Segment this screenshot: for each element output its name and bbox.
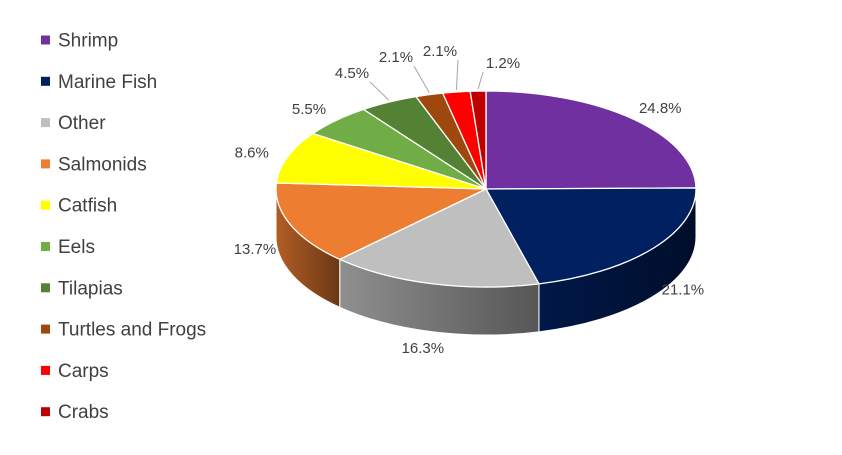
leader-line-carps [455, 59, 459, 91]
legend-swatch-catfish [41, 200, 50, 210]
legend-swatch-crabs [41, 407, 50, 417]
slice-marine-fish [485, 187, 697, 285]
leader-line-crabs [477, 71, 484, 90]
data-label-tilapias: 4.5% [335, 65, 369, 82]
legend: Shrimp Marine Fish Other Salmonids Catfish Ee… [41, 31, 206, 423]
leader-line-turtles-and-frogs [413, 65, 430, 93]
legend-swatch-shrimp [41, 35, 50, 45]
legend-label-other: Other [58, 113, 106, 134]
data-label-carps: 2.1% [423, 43, 457, 60]
data-label-marine-fish: 21.1% [662, 281, 705, 298]
legend-label-salmonids: Salmonids [58, 154, 147, 175]
slice-shrimp [485, 90, 697, 190]
legend-label-crabs: Crabs [58, 402, 109, 423]
legend-label-catfish: Catfish [58, 196, 117, 217]
leader-lines [369, 59, 484, 101]
leader-line-tilapias [369, 81, 390, 101]
data-labels: 24.8% 21.1% 16.3% 13.7% 8.6% 5.5% 4.5% 2.1% 2.1%… [234, 43, 705, 357]
data-label-eels: 5.5% [292, 101, 326, 118]
slice-catfish [275, 132, 487, 190]
data-label-salmonids: 13.7% [234, 241, 277, 258]
slice-other [339, 188, 540, 288]
data-label-catfish: 8.6% [235, 144, 269, 161]
legend-swatch-carps [41, 365, 50, 375]
slice-salmonids [275, 182, 487, 260]
data-label-other: 16.3% [402, 340, 445, 357]
legend-swatch-other [41, 118, 50, 128]
legend-swatch-eels [41, 242, 50, 251]
data-label-shrimp: 24.8% [639, 100, 682, 117]
legend-label-tilapias: Tilapias [58, 278, 123, 299]
data-label-crabs: 1.2% [486, 55, 520, 72]
pie-top [275, 90, 697, 288]
legend-swatch-turtles-and-frogs [41, 324, 50, 334]
legend-swatch-marine-fish [41, 76, 50, 86]
legend-label-shrimp: Shrimp [58, 31, 118, 52]
data-label-turtles-and-frogs: 2.1% [379, 49, 413, 66]
legend-label-carps: Carps [58, 361, 109, 382]
legend-label-marine-fish: Marine Fish [58, 72, 157, 93]
legend-swatch-salmonids [41, 159, 50, 169]
legend-label-turtles-and-frogs: Turtles and Frogs [58, 320, 206, 341]
slice-crabs [469, 90, 487, 190]
legend-swatch-tilapias [41, 283, 50, 293]
legend-label-eels: Eels [58, 237, 95, 258]
